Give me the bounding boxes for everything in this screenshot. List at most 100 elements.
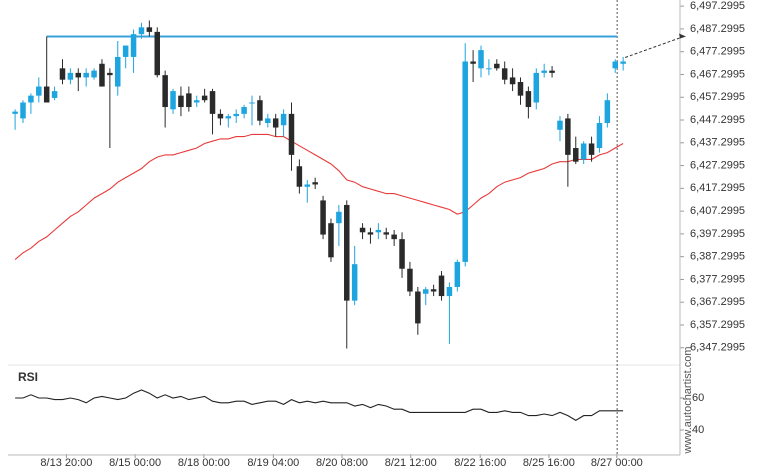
- candle-body: [193, 100, 200, 103]
- y-tick-label: 6,367.2995: [690, 296, 745, 308]
- candle-body: [509, 77, 516, 85]
- candle-body: [249, 102, 255, 104]
- candle-body: [446, 286, 453, 297]
- candle-body: [501, 68, 508, 80]
- candle-body: [383, 232, 389, 235]
- candle-body: [91, 70, 97, 78]
- candle-body: [233, 113, 239, 117]
- y-tick-label: 6,467.2995: [690, 68, 745, 80]
- x-tick-label: 8/21 12:00: [385, 457, 437, 469]
- rsi-title: RSI: [18, 370, 38, 384]
- y-tick-label: 6,447.2995: [690, 114, 745, 126]
- candle-body: [580, 143, 587, 160]
- candle-body: [415, 291, 421, 324]
- candle-body: [620, 61, 626, 64]
- candle-body: [486, 68, 492, 70]
- candle-body: [99, 63, 105, 87]
- candle-body: [20, 102, 26, 119]
- candle-body: [344, 204, 350, 301]
- candle-body: [320, 200, 326, 235]
- candle-body: [549, 70, 555, 73]
- candle-body: [209, 91, 216, 114]
- candle-body: [399, 239, 405, 269]
- candle-body: [59, 68, 66, 80]
- x-tick-label: 8/27 00:00: [591, 457, 643, 469]
- y-tick-label: 6,407.2995: [690, 205, 745, 217]
- candle-body: [257, 100, 263, 121]
- x-tick-label: 8/18 00:00: [178, 457, 230, 469]
- candle-body: [478, 50, 484, 69]
- candle-body: [115, 56, 121, 87]
- candle-body: [280, 113, 287, 126]
- x-tick-label: 8/15 00:00: [109, 457, 161, 469]
- y-tick-label: 6,357.2995: [690, 319, 745, 331]
- candle-body: [178, 95, 184, 108]
- candle-body: [43, 86, 50, 103]
- y-tick-label: 6,377.2995: [690, 273, 745, 285]
- x-tick-label: 8/13 20:00: [40, 457, 92, 469]
- candle-body: [588, 143, 595, 155]
- y-tick-label: 6,397.2995: [690, 228, 745, 240]
- candle-body: [359, 227, 366, 233]
- candle-body: [454, 261, 461, 287]
- projection-arrow: [624, 35, 685, 58]
- candle-body: [494, 63, 500, 69]
- y-tick-label: 6,497.2995: [690, 0, 745, 12]
- y-tick-label: 6,417.2995: [690, 182, 745, 194]
- candle-body: [430, 289, 437, 292]
- candle-body: [162, 75, 168, 108]
- candle-body: [296, 166, 303, 187]
- candle-body: [541, 70, 547, 73]
- candle-body: [525, 91, 532, 108]
- candle-body: [288, 113, 295, 155]
- rsi-tick-label: 40: [692, 424, 704, 436]
- candle-body: [122, 45, 129, 57]
- candle-body: [367, 232, 374, 235]
- x-tick-label: 8/25 16:00: [523, 457, 575, 469]
- y-tick-label: 6,387.2995: [690, 251, 745, 263]
- candle-body: [67, 72, 74, 80]
- candle-body: [336, 211, 342, 224]
- candle-body: [130, 34, 137, 57]
- candle-body: [462, 61, 468, 262]
- candle-body: [351, 264, 358, 301]
- candle-body: [438, 275, 445, 297]
- arrow-head: [679, 33, 686, 39]
- candle-body: [573, 148, 579, 162]
- candle-body: [265, 118, 271, 123]
- x-tick-label: 8/22 16:00: [454, 457, 506, 469]
- candle-body: [604, 100, 611, 123]
- candle-body: [225, 116, 232, 119]
- rsi-line: [15, 389, 624, 422]
- candle-body: [422, 289, 429, 294]
- y-tick-label: 6,457.2995: [690, 91, 745, 103]
- candle-body: [391, 234, 397, 240]
- candle-body: [241, 107, 247, 114]
- candle-body: [12, 111, 18, 114]
- candle-body: [304, 184, 311, 187]
- candle-body: [470, 61, 476, 64]
- candle-body: [154, 31, 160, 76]
- watermark: www.autochartist.com: [682, 347, 694, 455]
- candle-body: [272, 118, 279, 128]
- candle-body: [612, 61, 618, 69]
- x-tick-label: 8/19 04:00: [247, 457, 299, 469]
- x-tick-label: 8/20 08:00: [316, 457, 368, 469]
- candle-body: [138, 27, 145, 35]
- y-tick-label: 6,487.2995: [690, 23, 745, 35]
- candle-body: [146, 27, 153, 32]
- candle-body: [186, 93, 192, 108]
- rsi-tick-label: 60: [692, 392, 704, 404]
- candle-body: [170, 91, 176, 110]
- candle-body: [533, 72, 540, 103]
- candle-body: [328, 223, 334, 258]
- candle-body: [565, 118, 571, 155]
- candle-body: [51, 91, 58, 98]
- candle-body: [517, 81, 524, 96]
- candle-body: [557, 120, 563, 130]
- candle-body: [36, 86, 42, 96]
- candle-body: [201, 95, 208, 101]
- candle-body: [28, 95, 34, 103]
